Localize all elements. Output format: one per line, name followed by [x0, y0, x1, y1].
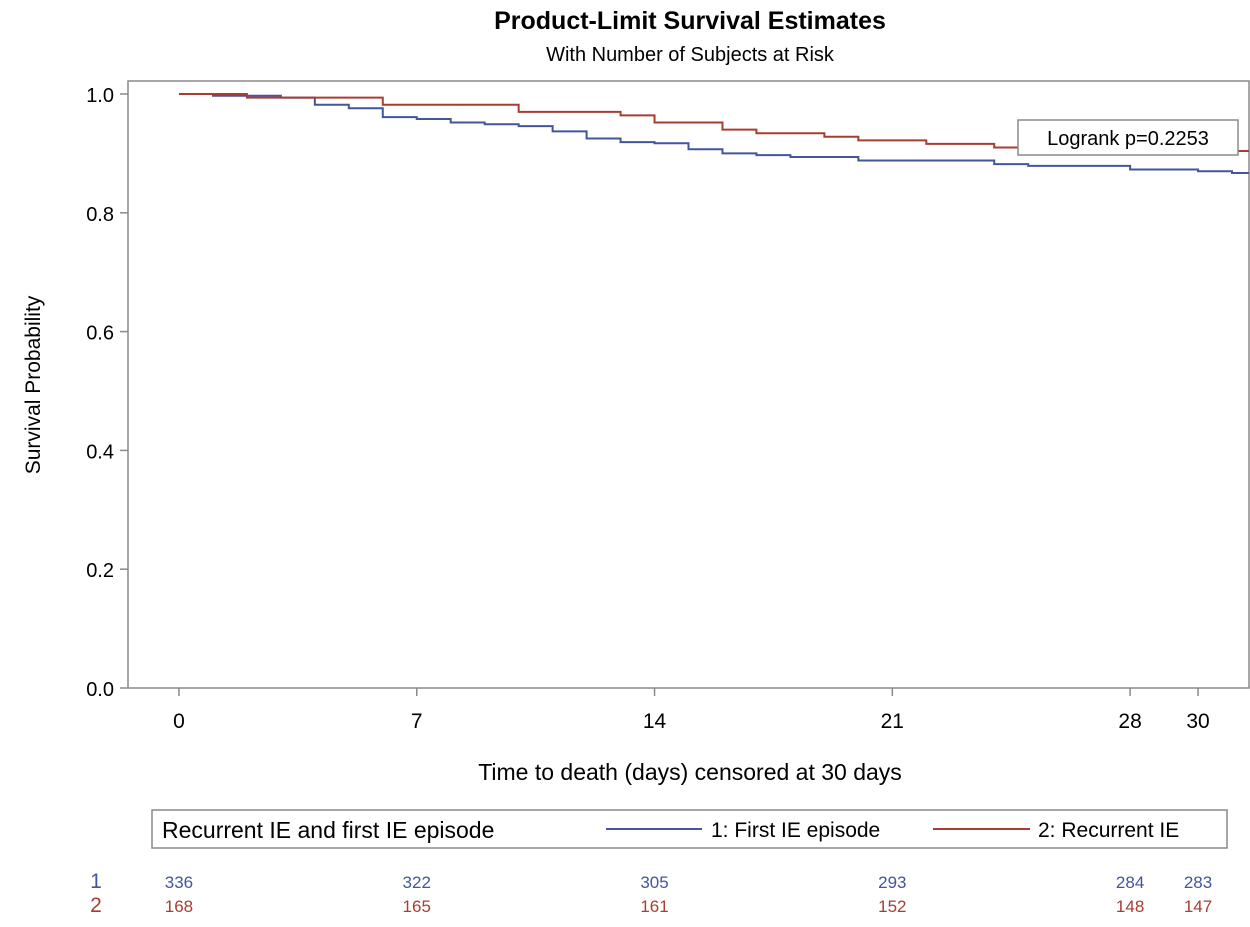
- x-tick-label: 14: [643, 710, 667, 733]
- logrank-text: Logrank p=0.2253: [1047, 128, 1209, 150]
- at-risk-value: 168: [165, 897, 193, 916]
- at-risk-value: 322: [403, 873, 431, 892]
- x-tick-label: 0: [173, 710, 185, 733]
- at-risk-value: 165: [403, 897, 431, 916]
- logrank-box: [1017, 119, 1239, 156]
- legend: Recurrent IE and first IE episode 1: Fir…: [151, 809, 1228, 849]
- plot-frame: [127, 80, 1250, 689]
- x-tick-label: 30: [1186, 710, 1209, 733]
- survival-curves: [178, 93, 1249, 175]
- y-tick-label: 0.0: [86, 679, 114, 701]
- at-risk-row-label: 1: [90, 870, 102, 893]
- chart-subtitle: With Number of Subjects at Risk: [546, 44, 835, 66]
- y-tick-label: 1.0: [86, 85, 114, 107]
- at-risk-value: 305: [640, 873, 668, 892]
- y-axis: 0.0 0.2 0.4 0.6 0.8 1.0: [86, 85, 128, 701]
- at-risk-value: 284: [1116, 873, 1144, 892]
- x-tick-label: 7: [411, 710, 423, 733]
- y-tick-label: 0.2: [86, 560, 114, 582]
- x-tick-label: 21: [881, 710, 904, 733]
- y-tick-label: 0.6: [86, 323, 114, 345]
- legend-label-series-2: 2: Recurrent IE: [1038, 819, 1179, 842]
- x-axis: 0 7 14 21 28 30: [173, 688, 1210, 733]
- at-risk-row-label: 2: [90, 894, 102, 917]
- at-risk-value: 293: [878, 873, 906, 892]
- x-tick-label: 28: [1118, 710, 1141, 733]
- at-risk-value: 148: [1116, 897, 1144, 916]
- at-risk-value: 161: [640, 897, 668, 916]
- chart-title: Product-Limit Survival Estimates: [494, 7, 886, 35]
- at-risk-value: 152: [878, 897, 906, 916]
- logrank-annotation: Logrank p=0.2253: [1017, 119, 1239, 156]
- at-risk-table: 1 336 322 305 293 284 283 2 168 165 161 152 148 147: [90, 870, 1212, 917]
- y-tick-label: 0.8: [86, 204, 114, 226]
- series-line-2: [178, 93, 1249, 153]
- legend-title: Recurrent IE and first IE episode: [162, 817, 494, 843]
- x-axis-label: Time to death (days) censored at 30 days: [478, 759, 902, 785]
- series-line-1: [178, 93, 1249, 175]
- legend-label-series-1: 1: First IE episode: [711, 819, 880, 842]
- y-axis-label: Survival Probability: [22, 295, 45, 474]
- at-risk-value: 147: [1184, 897, 1212, 916]
- at-risk-value: 336: [165, 873, 193, 892]
- at-risk-value: 283: [1184, 873, 1212, 892]
- y-tick-label: 0.4: [86, 441, 114, 463]
